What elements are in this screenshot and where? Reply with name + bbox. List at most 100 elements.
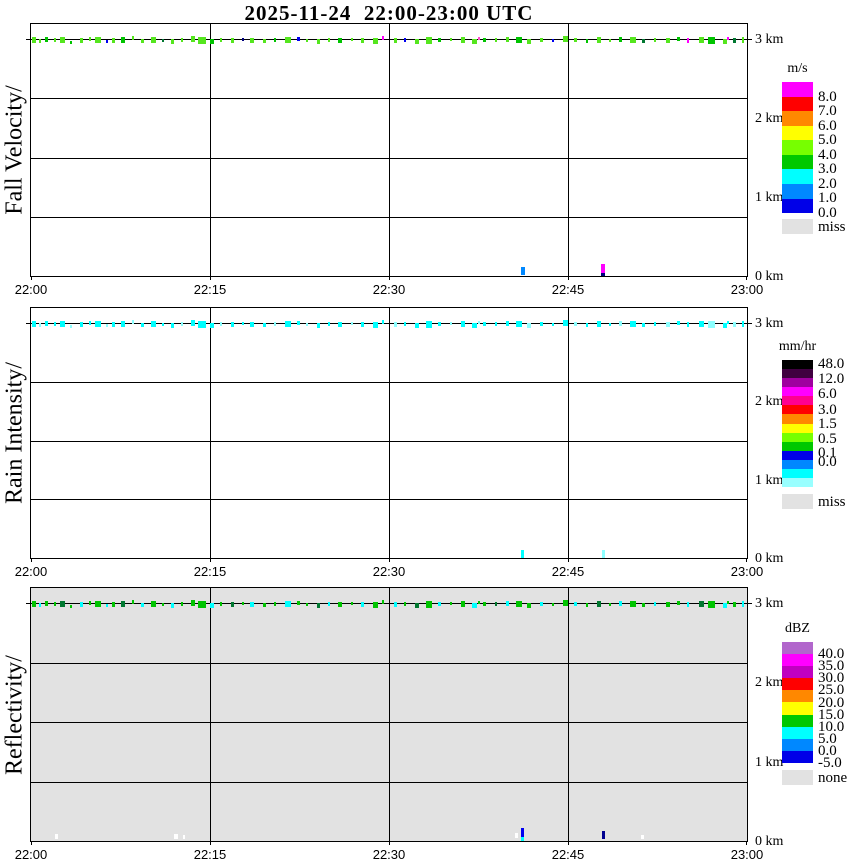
echo-speck — [586, 323, 588, 327]
echo-speck — [478, 601, 480, 604]
echo-speck — [210, 603, 214, 608]
echo-speck — [231, 602, 234, 607]
y-axis-km-label: 2 km — [755, 111, 784, 126]
colorbar-value-label: 2.0 — [818, 176, 837, 192]
y-axis-km-label: 0 km — [755, 269, 784, 284]
echo-speck — [45, 37, 48, 42]
colorbar-value-label: 8.0 — [818, 89, 837, 105]
surface-echo-mark — [183, 835, 185, 839]
echo-speck — [654, 322, 656, 326]
echo-speck — [80, 38, 83, 43]
colorbar-value-label: 1.5 — [818, 416, 837, 432]
colorbar-value-label: 6.0 — [818, 386, 837, 402]
echo-speck — [630, 37, 636, 43]
echo-speck — [461, 37, 465, 43]
echo-speck — [527, 603, 531, 608]
echo-speck — [263, 39, 266, 43]
echo-speck — [382, 320, 384, 324]
colorbar-value-label: 30.0 — [818, 670, 845, 686]
colorbar-value-label: 3.0 — [818, 161, 837, 177]
echo-speck — [619, 321, 622, 326]
echo-speck — [263, 323, 266, 327]
colorbar-value-label: 48.0 — [818, 356, 845, 372]
echo-speck — [699, 601, 704, 607]
echo-speck — [382, 36, 384, 40]
echo-speck — [70, 325, 72, 328]
echo-speck — [478, 37, 480, 40]
echo-speck — [527, 323, 531, 328]
colorbar-value-label: 1.0 — [818, 190, 837, 206]
echo-speck — [297, 321, 300, 325]
echo-speck — [597, 37, 601, 43]
echo-speck — [351, 322, 353, 325]
echo-speck — [415, 323, 419, 328]
echo-speck — [394, 602, 397, 607]
echo-speck — [151, 321, 156, 327]
echo-speck — [483, 602, 486, 606]
colorbar-block — [782, 441, 813, 451]
axis-tick — [31, 276, 32, 280]
x-tick-label: 22:00 — [14, 847, 48, 862]
echo-speck — [727, 37, 729, 40]
colorbar-block — [782, 432, 813, 442]
echo-speck — [141, 323, 144, 327]
echo-speck — [242, 38, 244, 41]
gridline-vertical — [210, 24, 211, 276]
echo-speck — [171, 323, 174, 328]
echo-speck — [506, 37, 509, 42]
surface-echo-mark — [601, 273, 605, 276]
echo-speck — [317, 603, 320, 608]
echo-speck — [527, 39, 531, 44]
echo-speck — [630, 321, 636, 327]
colorbar-value-label: 20.0 — [818, 695, 845, 711]
y-axis-km-label: 1 km — [755, 190, 784, 205]
echo-speck — [328, 38, 330, 42]
colorbar-block — [782, 450, 813, 460]
echo-speck — [516, 321, 522, 327]
echo-speck — [404, 322, 406, 326]
surface-echo-mark — [601, 264, 605, 273]
echo-speck — [516, 37, 522, 43]
colorbar-miss-label: miss — [818, 494, 846, 510]
gridline-vertical — [389, 588, 390, 841]
colorbar-block — [782, 396, 813, 406]
echo-speck — [687, 38, 689, 43]
echo-speck — [112, 602, 115, 607]
echo-speck — [60, 37, 65, 43]
colorbar-block — [782, 414, 813, 424]
echo-speck — [112, 322, 115, 327]
echo-speck — [132, 36, 134, 40]
echo-speck — [328, 602, 330, 606]
echo-speck — [574, 602, 577, 606]
echo-speck — [609, 323, 611, 326]
axis-tick — [746, 558, 747, 562]
colorbar-miss-swatch — [782, 494, 813, 509]
echo-speck — [642, 603, 645, 607]
panel-fall-velocity: 22:00 22:15 22:30 22:45 23:00 3 km 2 km 1 km 0 k… — [2, 23, 783, 297]
echo-speck — [338, 38, 342, 43]
gridline-horizontal — [31, 217, 747, 218]
echo-speck — [317, 39, 320, 44]
echo-speck — [250, 322, 254, 327]
gridline-vertical — [568, 24, 569, 276]
gridline-horizontal — [31, 663, 747, 664]
y-axis-km-label: 3 km — [755, 316, 784, 331]
colorbar-block — [782, 378, 813, 388]
echo-speck — [162, 323, 164, 326]
colorbar-value-label: 10.0 — [818, 719, 845, 735]
gridline-horizontal — [31, 782, 747, 783]
panel-y-axis-label: Reflectivity/ — [1, 655, 28, 775]
echo-speck — [220, 602, 222, 606]
echo-speck — [666, 602, 670, 607]
echo-speck — [415, 39, 419, 44]
colorbar-block — [782, 387, 813, 397]
echo-speck — [70, 41, 72, 44]
echo-speck — [742, 37, 744, 43]
echo-speck — [586, 603, 588, 607]
echo-speck — [563, 320, 568, 326]
echo-speck — [95, 37, 101, 43]
echo-speck — [191, 600, 195, 606]
echo-speck — [540, 38, 543, 42]
panel-reflectivity: 22:00 22:15 22:30 22:45 23:00 3 km 2 km 1 km 0 k… — [2, 587, 783, 862]
